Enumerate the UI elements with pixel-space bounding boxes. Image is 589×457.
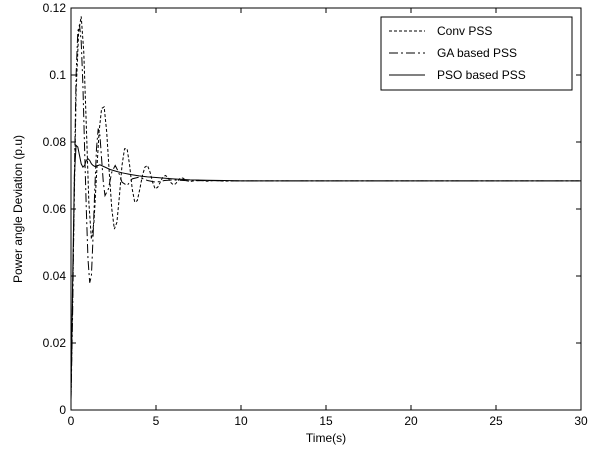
x-axis-title: Time(s) <box>306 431 346 445</box>
y-axis-title: Power angle Deviation (p.u) <box>11 135 25 283</box>
series-line-2 <box>70 24 581 400</box>
legend-label-3: PSO based PSS <box>437 68 526 82</box>
x-tick-label: 15 <box>319 414 333 428</box>
x-tick-label: 20 <box>404 414 418 428</box>
legend: Conv PSS GA based PSS PSO based PSS <box>380 16 573 91</box>
x-tick-label: 5 <box>153 414 160 428</box>
series-line-3 <box>70 144 581 400</box>
x-tick-label: 10 <box>234 414 248 428</box>
legend-label-1: Conv PSS <box>437 24 492 38</box>
y-tick-label: 0.08 <box>43 135 67 149</box>
y-tick-label: 0.06 <box>43 202 67 216</box>
y-tick-label: 0 <box>59 403 66 417</box>
x-tick-label: 25 <box>489 414 503 428</box>
series-layer <box>70 16 581 400</box>
legend-label-2: GA based PSS <box>437 46 517 60</box>
y-tick-label: 0.1 <box>49 68 66 82</box>
tick-layer: 0 5 10 15 20 25 30 0 0.02 0.04 0.06 0.08 0.1 0.12 <box>43 1 588 428</box>
y-tick-label: 0.02 <box>43 336 67 350</box>
x-tick-label: 30 <box>574 414 588 428</box>
x-tick-label: 0 <box>68 414 75 428</box>
y-tick-label: 0.12 <box>43 1 67 15</box>
y-tick-label: 0.04 <box>43 269 67 283</box>
